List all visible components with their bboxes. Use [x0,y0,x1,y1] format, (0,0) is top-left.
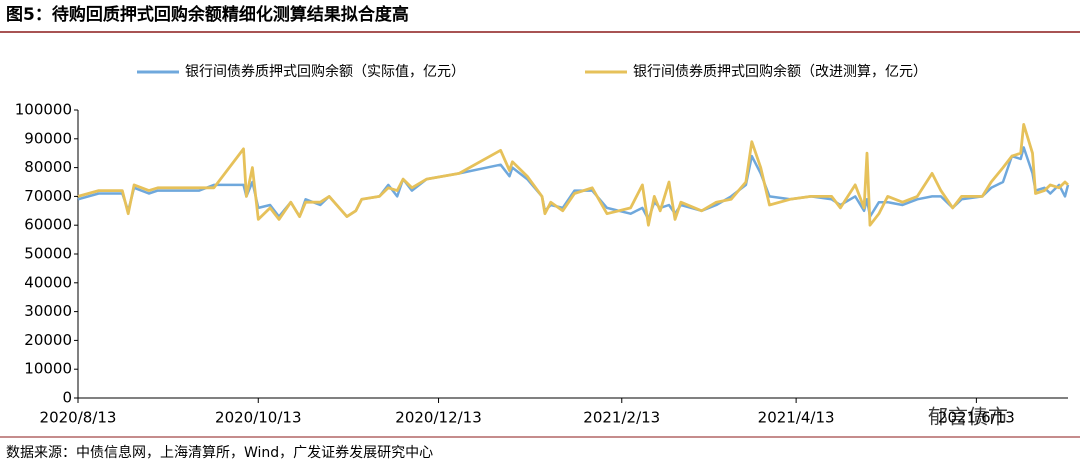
x-tick-label: 2020/12/13 [395,409,481,427]
y-tick-label: 100000 [15,101,72,119]
y-tick-label: 80000 [24,158,72,176]
y-tick-label: 60000 [24,216,72,234]
x-tick-label: 2020/8/13 [40,409,117,427]
y-tick-label: 50000 [24,245,72,263]
y-tick-label: 70000 [24,187,72,205]
y-tick-label: 20000 [24,331,72,349]
legend-label: 银行间债券质押式回购余额（改进测算，亿元） [633,63,927,80]
series-line [77,146,1070,221]
y-tick-label: 10000 [24,360,72,378]
chart-title: 图5：待购回质押式回购余额精细化测算结果拟合度高 [6,4,409,25]
y-tick-label: 30000 [24,302,72,320]
y-tick-label: 0 [62,389,72,407]
y-tick-label: 90000 [24,129,72,147]
source-note: 数据来源：中债信息网，上海清算所，Wind，广发证券发展研究中心 [6,444,433,461]
legend-label: 银行间债券质押式回购余额（实际值，亿元） [185,63,465,80]
watermark: 郁言债市 [928,405,1008,429]
y-tick-label: 40000 [24,273,72,291]
x-tick-label: 2020/10/13 [215,409,301,427]
x-tick-label: 2021/2/13 [583,409,660,427]
x-tick-label: 2021/4/13 [758,409,835,427]
series-line [77,123,1069,227]
x-tick-label: 2021/6/13 [938,409,1015,427]
